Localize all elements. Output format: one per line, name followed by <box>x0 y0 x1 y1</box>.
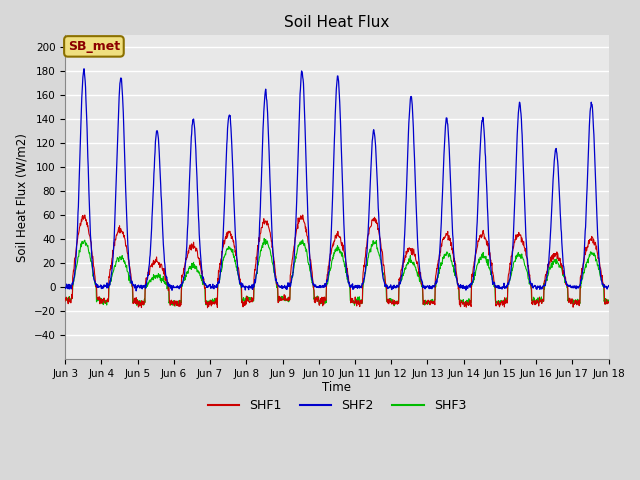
Title: Soil Heat Flux: Soil Heat Flux <box>284 15 390 30</box>
Y-axis label: Soil Heat Flux (W/m2): Soil Heat Flux (W/m2) <box>15 132 28 262</box>
Legend: SHF1, SHF2, SHF3: SHF1, SHF2, SHF3 <box>203 395 471 418</box>
Text: SB_met: SB_met <box>68 40 120 53</box>
X-axis label: Time: Time <box>323 382 351 395</box>
